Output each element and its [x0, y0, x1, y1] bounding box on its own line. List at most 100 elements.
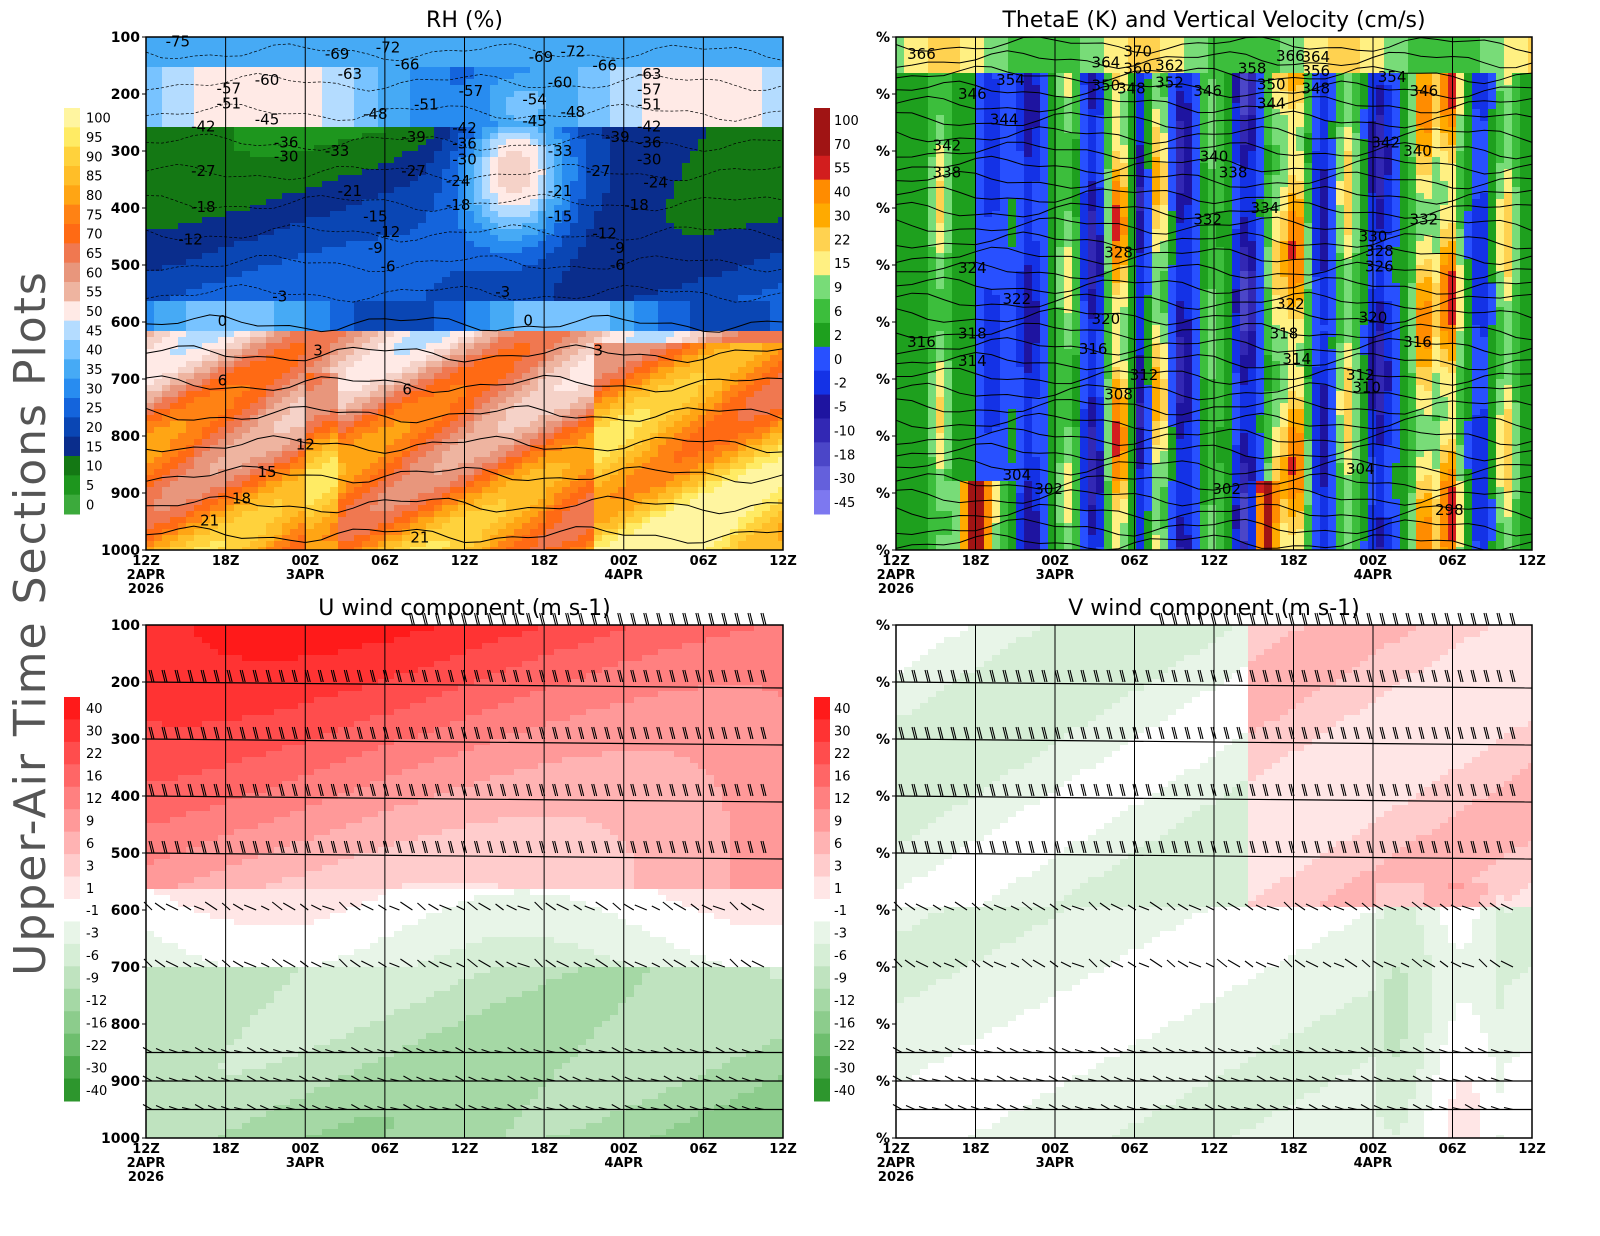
wind-barb [408, 840, 413, 854]
wind-barb [1355, 840, 1360, 854]
wind-barb [1446, 612, 1451, 626]
wind-barb [513, 783, 518, 797]
wind-barb [656, 726, 661, 740]
wind-barb [1394, 840, 1399, 854]
wind-barb [1431, 840, 1436, 854]
contour-label: 21 [410, 528, 429, 546]
colorbar-label: 1 [834, 882, 842, 897]
wind-barb [684, 840, 689, 854]
wind-barb [1255, 904, 1267, 911]
wind-barb [1478, 901, 1488, 911]
wind-barb [1032, 902, 1046, 911]
wind-barb [148, 669, 153, 683]
wind-barb [410, 840, 415, 854]
wind-barb [754, 1078, 765, 1082]
wind-barb [630, 783, 635, 797]
wind-barb [325, 1077, 335, 1082]
wind-barb [918, 1105, 929, 1111]
wind-barb [489, 783, 494, 797]
wind-barb [708, 669, 713, 683]
wind-barb [572, 1047, 582, 1054]
contour-line [895, 185, 1533, 205]
wind-barb [1431, 612, 1436, 626]
colorbar-swatch [64, 417, 80, 438]
wind-barb [304, 840, 309, 854]
wind-barb [1054, 726, 1059, 740]
wind-barb [585, 1105, 595, 1111]
wind-barb [572, 1076, 582, 1082]
wind-barb [950, 669, 955, 683]
wind-barb [1446, 840, 1451, 854]
wind-barb [1373, 1104, 1384, 1111]
wind-barb [1418, 669, 1423, 683]
wind-barb [1340, 726, 1345, 740]
wind-barb [408, 669, 413, 683]
colorbar-label: -3 [86, 927, 99, 942]
wind-barb [1132, 783, 1137, 797]
wind-barb [1264, 669, 1269, 683]
wind-barb [182, 961, 192, 968]
wind-barb [1074, 1077, 1085, 1082]
x-tick-label: 00Z [291, 1142, 319, 1157]
contour-line [145, 374, 784, 394]
y-tick-label: % [876, 258, 890, 274]
wind-barb [1030, 840, 1035, 854]
wind-barb [1171, 669, 1176, 683]
wind-barb [150, 669, 155, 683]
colorbar-swatch [64, 1033, 80, 1057]
contour-line [895, 532, 1533, 551]
wind-barb [384, 783, 389, 797]
colorbar-swatch [64, 185, 80, 206]
wind-barb [1477, 1076, 1488, 1082]
wind-barb [358, 726, 363, 740]
wind-barb [559, 1047, 569, 1053]
wind-barb [241, 726, 246, 740]
colorbar-swatch [64, 282, 80, 302]
wind-barb [1251, 612, 1256, 626]
colorbar-label: 9 [834, 814, 842, 829]
wind-barb [611, 1075, 622, 1082]
wind-barb [439, 961, 452, 968]
wind-barb [181, 1078, 192, 1082]
wind-barb [1238, 783, 1243, 797]
wind-barb [1249, 669, 1254, 683]
wind-barb [1152, 1075, 1163, 1082]
colorbar-label: 5 [86, 479, 94, 494]
wind-barb [552, 612, 557, 626]
wind-barb [963, 726, 968, 740]
contour-label: 320 [1092, 310, 1121, 328]
wind-barb [434, 783, 439, 797]
contour-label: -6 [610, 256, 625, 274]
wind-barb [142, 1075, 153, 1082]
x-tick-label: 06Z [371, 1142, 399, 1157]
contour-label: 342 [1371, 133, 1400, 151]
colorbar-swatch [64, 494, 80, 515]
wind-barb [1379, 612, 1384, 626]
wind-barb [911, 840, 916, 854]
wind-barb [1186, 783, 1191, 797]
wind-barb [395, 669, 400, 683]
wind-barb [1305, 903, 1319, 911]
wind-barb [1149, 958, 1163, 968]
contour-label: 332 [1193, 210, 1222, 228]
colorbar-swatch [814, 394, 830, 419]
colorbar-label: 0 [86, 498, 94, 513]
wind-barb [1425, 1104, 1436, 1111]
contour-label: 356 [1301, 62, 1330, 80]
y-tick-label: % [876, 30, 890, 46]
wind-barb [369, 783, 374, 797]
wind-barb [408, 783, 413, 797]
wind-barb [1411, 901, 1423, 911]
wind-barb [1422, 959, 1436, 968]
y-tick-label: % [876, 1074, 890, 1090]
contour-line [145, 344, 784, 364]
colorbar-swatch [64, 146, 80, 167]
wind-barb [1028, 669, 1033, 683]
wind-barb [1451, 1078, 1462, 1082]
x-tick-label: 00Z [291, 554, 319, 569]
wind-barb [1381, 840, 1386, 854]
wind-barb [740, 902, 752, 911]
y-tick-label: 800 [111, 429, 140, 445]
wind-barb [957, 1076, 968, 1082]
wind-barb [1485, 726, 1490, 740]
